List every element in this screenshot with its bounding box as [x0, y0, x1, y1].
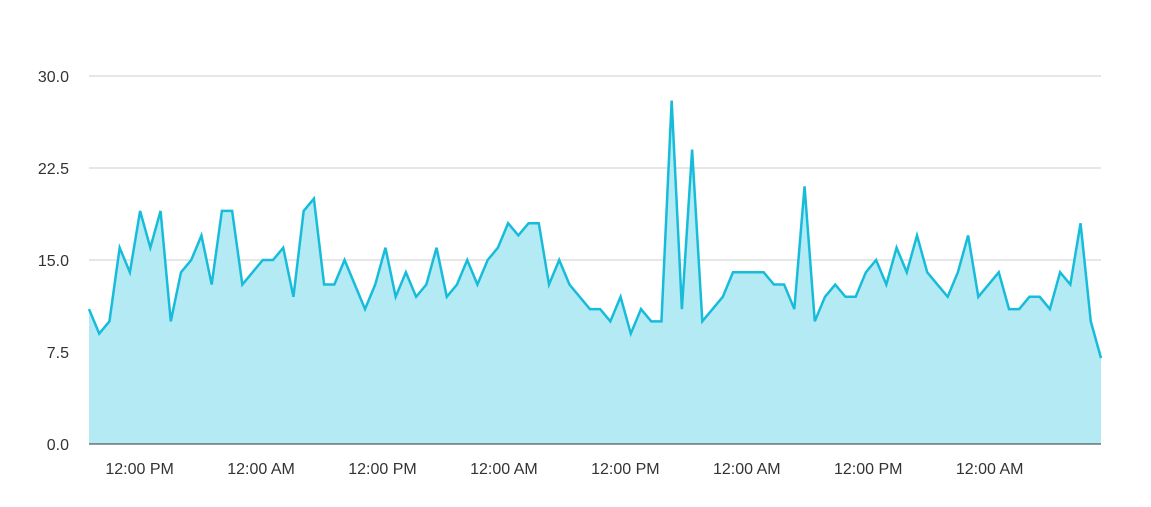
y-tick-label: 0.0: [47, 437, 69, 454]
y-tick-label: 15.0: [38, 253, 69, 270]
x-tick-label: 12:00 AM: [713, 461, 781, 478]
x-tick-label: 12:00 PM: [105, 461, 173, 478]
x-tick-label: 12:00 PM: [591, 461, 659, 478]
x-tick-label: 12:00 PM: [348, 461, 416, 478]
x-tick-label: 12:00 AM: [956, 461, 1024, 478]
y-tick-label: 7.5: [47, 345, 69, 362]
series-area-layer: [89, 100, 1101, 444]
y-tick-label: 22.5: [38, 161, 69, 178]
series-line: [87, 100, 1103, 359]
y-axis-tick-labels: 0.0 7.5 15.0 22.5 30.0: [38, 69, 69, 454]
x-tick-label: 12:00 AM: [470, 461, 538, 478]
x-tick-label: 12:00 PM: [834, 461, 902, 478]
series-area: [89, 100, 1101, 444]
series-line-layer: [87, 100, 1103, 359]
x-tick-label: 12:00 AM: [227, 461, 295, 478]
y-tick-label: 30.0: [38, 69, 69, 86]
x-axis-tick-labels: 12:00 PM 12:00 AM 12:00 PM 12:00 AM 12:00 PM…: [105, 461, 1023, 478]
